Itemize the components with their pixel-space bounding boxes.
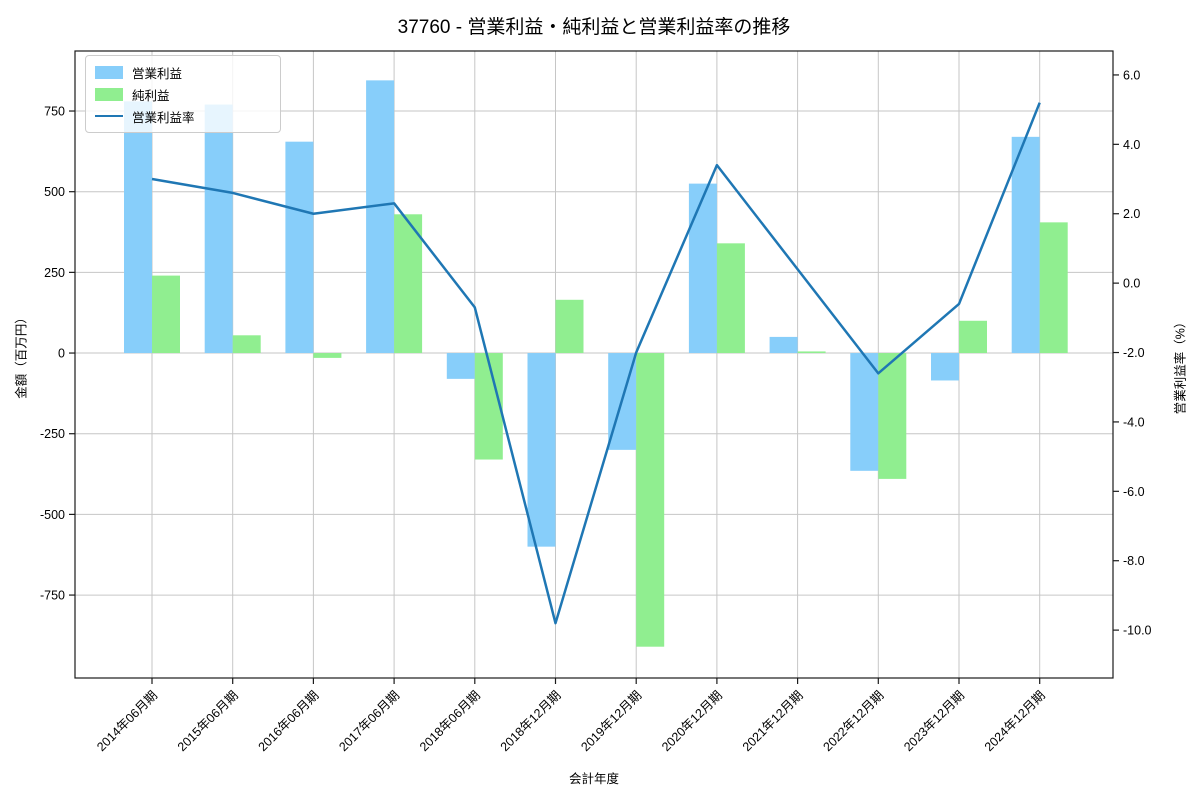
bar-operating-income xyxy=(285,141,314,354)
legend-item-net-income: 純利益 xyxy=(95,83,271,105)
bar-net-income xyxy=(716,243,745,354)
profit-margin-line xyxy=(151,102,1041,625)
bar-net-income xyxy=(394,214,423,354)
y-tick-label-right: 4.0 xyxy=(1123,138,1140,152)
y-tick-label-left: -250 xyxy=(40,427,65,441)
x-tick-label: 2015年06月期 xyxy=(175,688,241,754)
bar-operating-income xyxy=(850,353,879,471)
y-tick-label-right: -2.0 xyxy=(1123,346,1145,360)
x-axis-label: 会計年度 xyxy=(568,772,619,786)
bar-net-income xyxy=(313,353,342,358)
bar-operating-income xyxy=(124,101,152,354)
legend-item-operating-income: 営業利益 xyxy=(95,61,271,83)
legend: 営業利益 純利益 営業利益率 xyxy=(85,55,281,133)
bar-net-income xyxy=(152,275,180,354)
operating-income-swatch xyxy=(95,65,123,79)
y-tick-label-left: -750 xyxy=(40,589,65,603)
bar-net-income xyxy=(636,353,665,647)
bar-operating-income xyxy=(366,80,395,354)
y-tick-label-left: 0 xyxy=(58,347,65,361)
y-tick-label-right: -10.0 xyxy=(1123,624,1152,638)
bar-net-income xyxy=(878,353,907,479)
bar-net-income xyxy=(232,335,261,354)
y-tick-label-right: 6.0 xyxy=(1123,68,1140,82)
operating-margin-line-swatch xyxy=(95,114,123,118)
legend-label: 営業利益率 xyxy=(132,110,195,125)
x-tick-label: 2016年06月期 xyxy=(256,688,322,754)
chart-title: 37760 - 営業利益・純利益と営業利益率の推移 xyxy=(397,17,791,38)
y-tick-label-right: 2.0 xyxy=(1123,207,1140,221)
legend-item-operating-margin: 営業利益率 xyxy=(95,105,271,127)
bar-operating-income xyxy=(688,183,717,354)
y-tick-label-right: 0.0 xyxy=(1123,277,1140,291)
x-tick-label: 2019年12月期 xyxy=(578,688,644,754)
bar-net-income xyxy=(959,320,987,354)
x-tick-label: 2017年06月期 xyxy=(336,688,402,754)
left-y-axis-label: 金額（百万円） xyxy=(14,311,29,399)
x-tick-label: 2021年12月期 xyxy=(740,688,806,754)
y-tick-label-left: 250 xyxy=(44,266,65,280)
y-tick-label-right: -4.0 xyxy=(1123,415,1145,429)
bar-operating-income xyxy=(446,353,475,379)
bar-operating-income xyxy=(1011,136,1040,354)
x-tick-label: 2023年12月期 xyxy=(901,688,967,754)
bar-net-income xyxy=(797,351,826,354)
x-tick-label: 2014年06月期 xyxy=(94,688,160,754)
x-tick-label: 2022年12月期 xyxy=(821,688,887,754)
y-tick-label-right: -6.0 xyxy=(1123,485,1145,499)
bar-net-income xyxy=(555,299,584,354)
bar-net-income xyxy=(1039,222,1068,354)
legend-label: 営業利益 xyxy=(132,66,183,81)
x-tick-label: 2018年12月期 xyxy=(498,688,564,754)
y-tick-label-right: -8.0 xyxy=(1123,554,1145,568)
y-tick-label-left: 500 xyxy=(44,185,65,199)
plot-border xyxy=(74,50,1114,679)
y-tick-label-left: 750 xyxy=(44,105,65,119)
x-tick-label: 2024年12月期 xyxy=(982,688,1048,754)
bar-net-income xyxy=(474,353,503,460)
bar-operating-income xyxy=(527,353,556,547)
x-tick-label: 2018年06月期 xyxy=(417,688,483,754)
y-tick-label-left: -500 xyxy=(40,508,65,522)
bar-operating-income xyxy=(204,104,233,354)
bar-operating-income xyxy=(769,336,798,354)
x-tick-label: 2020年12月期 xyxy=(659,688,725,754)
right-y-axis-label: 営業利益率（%） xyxy=(1173,315,1188,415)
net-income-swatch xyxy=(95,87,123,101)
legend-label: 純利益 xyxy=(132,88,170,103)
bar-operating-income xyxy=(931,353,959,381)
